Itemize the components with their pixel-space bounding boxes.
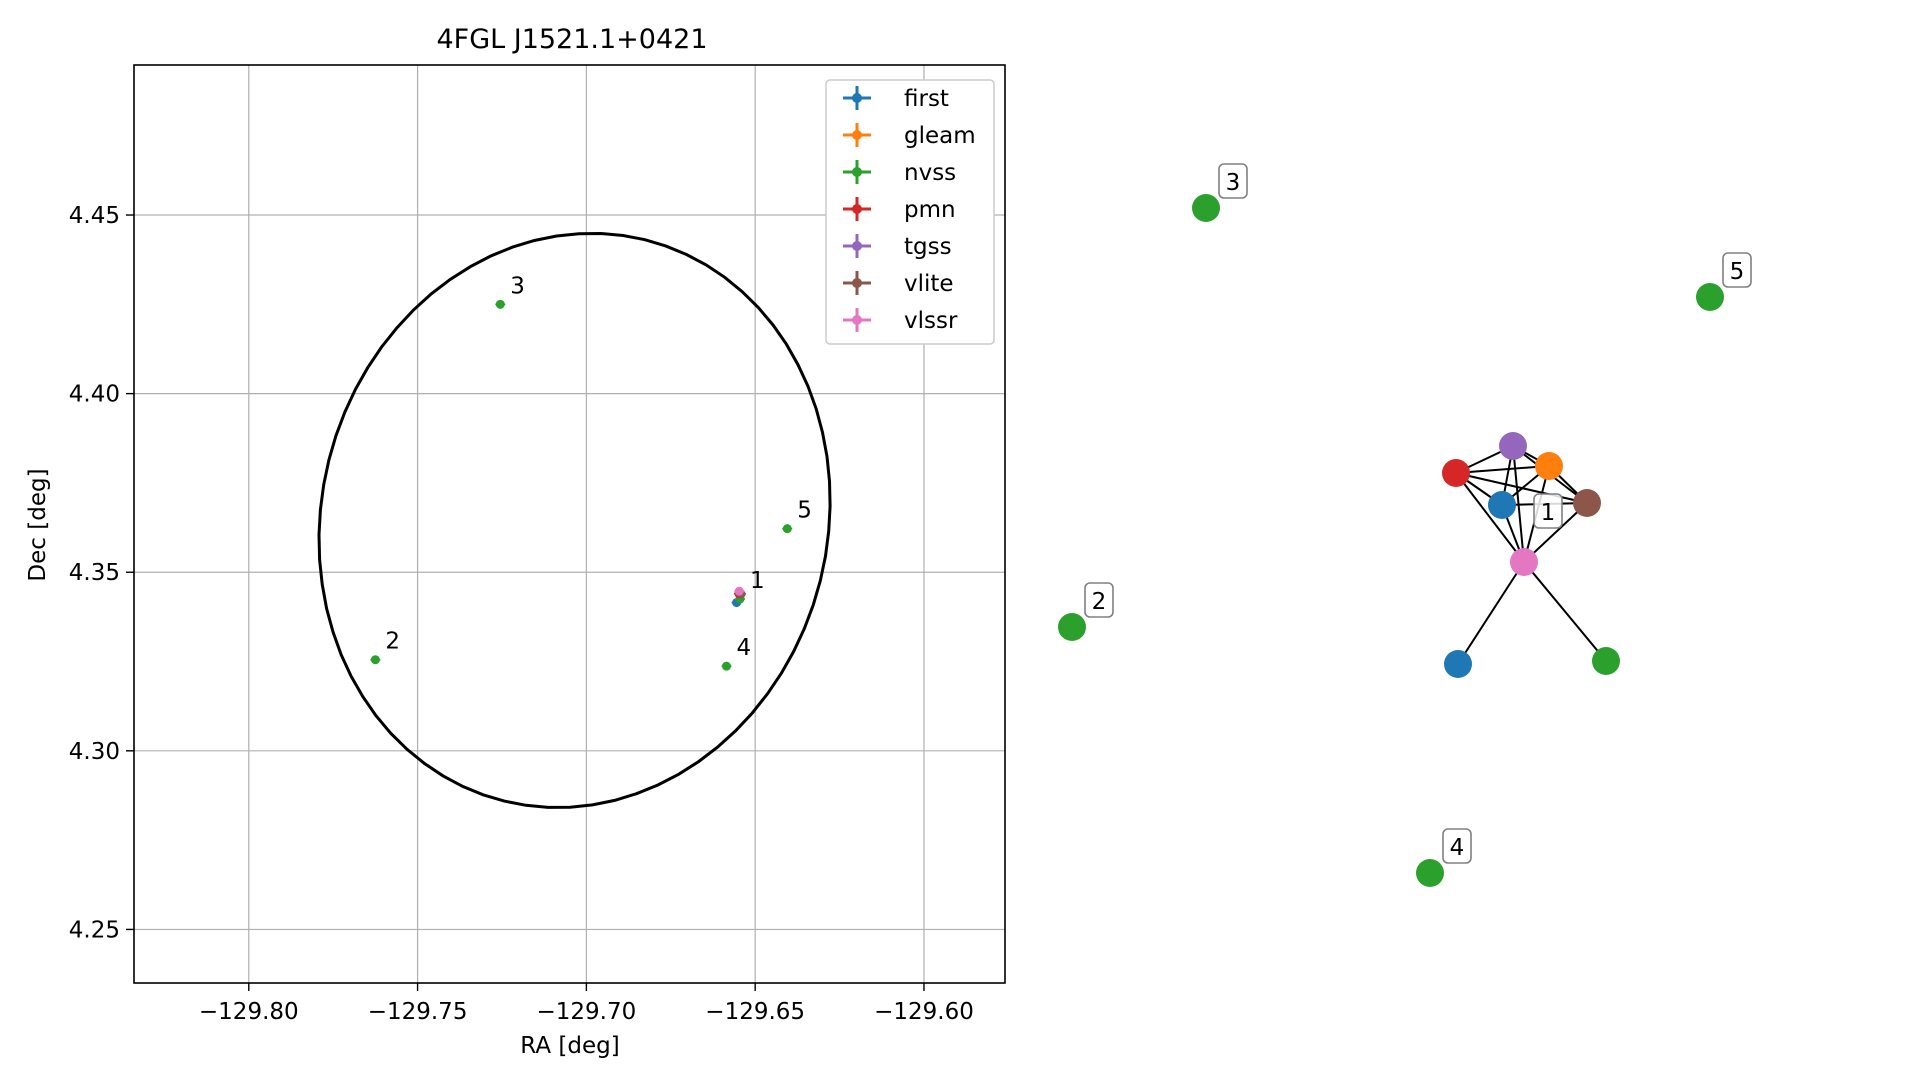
network-nodes [1058, 194, 1724, 887]
annotation-label: 2 [385, 629, 400, 655]
annotation-label: 4 [736, 635, 751, 661]
legend-dot-first [852, 93, 862, 103]
annotation-label: 5 [797, 498, 812, 524]
x-tick-label: −129.75 [368, 999, 468, 1025]
point-nvss [370, 655, 380, 665]
point-nvss [782, 524, 792, 534]
uncertainty-ellipse [317, 231, 832, 809]
x-tick-label: −129.70 [537, 999, 637, 1025]
legend-dot-pmn [852, 204, 862, 214]
x-tick-label: −129.60 [874, 999, 974, 1025]
network-edge [1523, 561, 1607, 662]
annotation-label: 3 [510, 273, 525, 299]
network-node-tgss [1499, 432, 1527, 460]
network-node-nvss-3 [1192, 194, 1220, 222]
legend-label-tgss: tgss [904, 234, 952, 260]
legend-label-first: first [904, 86, 949, 112]
x-axis-ticks: −129.80 −129.75 −129.70 −129.65 −129.60 [199, 983, 974, 1025]
x-tick-label: −129.80 [199, 999, 299, 1025]
legend-label-vlite: vlite [904, 271, 954, 297]
network-node-nvss-a [1592, 647, 1620, 675]
network-label-box [1722, 252, 1752, 288]
network-label-box [1084, 582, 1114, 618]
legend-label-vlssr: vlssr [904, 308, 958, 334]
network-edge [1455, 472, 1588, 504]
x-axis-label: RA [deg] [520, 1033, 619, 1059]
network-node-vlite [1573, 489, 1601, 517]
annotation-label: 1 [750, 568, 765, 594]
legend-box [825, 79, 995, 345]
network-label-box [1442, 828, 1472, 864]
legend-dot-tgss [852, 241, 862, 251]
x-tick-label: −129.65 [705, 999, 805, 1025]
legend-dot-vlite [852, 278, 862, 288]
network-node-first-b [1444, 650, 1472, 678]
point-annotations: 1 2 3 4 5 [385, 273, 812, 661]
network-node-gleam [1535, 452, 1563, 480]
legend-label-nvss: nvss [904, 160, 956, 186]
data-points [370, 299, 793, 671]
y-tick-label: 4.30 [69, 739, 120, 765]
network-node-first-a [1488, 491, 1516, 519]
point-vlssr [734, 586, 744, 596]
point-nvss [495, 299, 505, 309]
network-edge [1523, 502, 1588, 563]
network-labels: 2 3 4 5 1 [1084, 163, 1752, 864]
y-tick-label: 4.25 [69, 917, 120, 943]
network-graph: 2 3 4 5 1 [1058, 163, 1752, 887]
network-edge [1457, 561, 1525, 665]
plot-area-frame [133, 64, 1006, 984]
legend-label-pmn: pmn [904, 197, 956, 223]
network-label-text: 4 [1450, 835, 1465, 861]
y-tick-label: 4.45 [69, 203, 120, 229]
legend: first gleam nvss pmn tgss vlite vlssr [825, 79, 995, 345]
chart-title: 4FGL J1521.1+0421 [436, 24, 707, 55]
y-tick-label: 4.40 [69, 382, 120, 408]
legend-dot-nvss [852, 167, 862, 177]
legend-items: first gleam nvss pmn tgss vlite vlssr [843, 86, 976, 334]
network-edge [1455, 472, 1525, 563]
network-label-text: 2 [1092, 589, 1107, 615]
legend-label-gleam: gleam [904, 123, 976, 149]
ellipse-outline [317, 231, 832, 809]
network-label-box [1218, 163, 1248, 199]
y-axis-label: Dec [deg] [25, 468, 51, 581]
network-node-nvss-5 [1696, 283, 1724, 311]
network-node-nvss-4 [1416, 859, 1444, 887]
network-node-nvss-2 [1058, 613, 1086, 641]
network-edge [1512, 445, 1525, 563]
point-nvss [721, 661, 731, 671]
network-label-text: 5 [1730, 259, 1745, 285]
network-label-text: 1 [1541, 500, 1556, 526]
network-label-text: 3 [1226, 170, 1241, 196]
y-tick-label: 4.35 [69, 560, 120, 586]
network-node-vlssr [1510, 548, 1538, 576]
y-axis-ticks: 4.25 4.30 4.35 4.40 4.45 [69, 203, 134, 943]
network-label-box [1533, 493, 1563, 529]
legend-dot-gleam [852, 130, 862, 140]
network-node-pmn [1442, 459, 1470, 487]
network-edge [1455, 465, 1550, 474]
legend-dot-vlssr [852, 315, 862, 325]
